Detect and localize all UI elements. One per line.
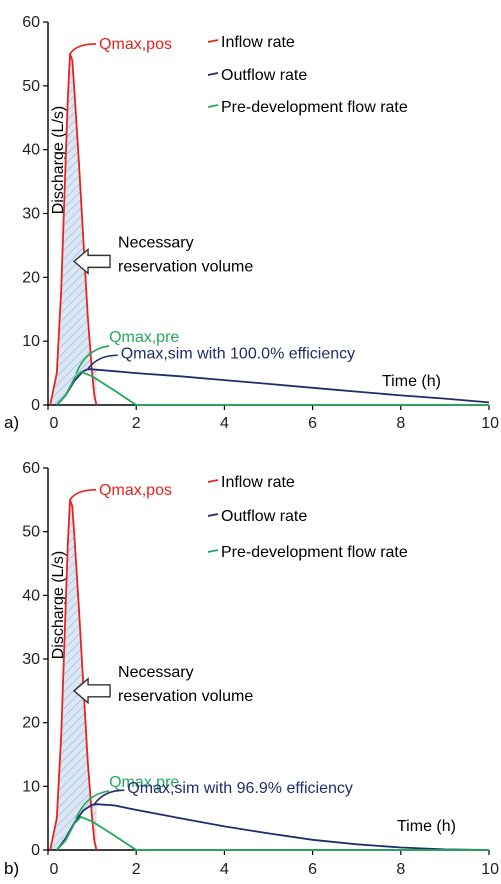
x-tick-label: 2: [132, 861, 141, 878]
reservation-label-line2: reservation volume: [118, 688, 253, 705]
legend-entry-1: Outflow rate: [221, 508, 307, 525]
x-tick-label: 4: [220, 415, 229, 432]
panel-label: a): [4, 413, 19, 432]
qmax-sim-label: Qmax,sim with 96.9% efficiency: [127, 780, 353, 797]
y-tick-label: 30: [22, 651, 40, 668]
y-axis-label: Discharge (L/s): [50, 551, 67, 659]
y-tick-label: 60: [22, 460, 40, 477]
y-tick-label: 10: [22, 333, 40, 350]
qmax-sim-label: Qmax,sim with 100.0% efficiency: [121, 345, 355, 362]
y-tick-label: 40: [22, 587, 40, 604]
legend-swatch-1: [207, 513, 219, 517]
reservation-label-line1: Necessary: [118, 234, 194, 251]
chart-panel-0: 0 10 20 30 40 50 60 0 2 4 6 8 10 a) Discharge (L/s) Tim…: [4, 14, 499, 432]
reservation-arrow-icon: [72, 247, 111, 275]
reservation-label-line1: Necessary: [118, 664, 194, 681]
y-tick-label: 0: [31, 842, 40, 859]
legend-swatch-1: [207, 72, 219, 76]
qmax-pos-leader: [69, 489, 97, 501]
legend-entry-2: Pre-development flow rate: [221, 544, 408, 561]
reservation-arrow-icon: [72, 677, 111, 705]
y-tick-label: 20: [22, 269, 40, 286]
x-tick-label: 0: [50, 415, 59, 432]
series-line-1: [56, 368, 490, 406]
qmax-pre-leader: [75, 790, 110, 820]
legend-swatch-2: [207, 104, 219, 108]
legend-entry-1: Outflow rate: [221, 67, 307, 84]
series-line-0: [49, 498, 98, 851]
chart-panel-1: 0 10 20 30 40 50 60 0 2 4 6 8 10 b) Discharge (L/s) Tim…: [4, 460, 499, 878]
x-tick-label: 2: [132, 415, 141, 432]
legend-swatch-0: [207, 39, 219, 43]
x-tick-label: 0: [50, 861, 59, 878]
reservation-volume-area: [50, 53, 97, 406]
x-tick-label: 10: [481, 861, 499, 878]
reservation-label-line2: reservation volume: [118, 258, 253, 275]
y-tick-label: 30: [22, 206, 40, 223]
qmax-pos-leader: [69, 43, 97, 55]
x-axis-label: Time (h): [382, 373, 441, 390]
legend-entry-0: Inflow rate: [221, 34, 295, 51]
series-line-1: [56, 803, 490, 851]
y-tick-label: 10: [22, 778, 40, 795]
y-tick-label: 50: [22, 524, 40, 541]
legend-swatch-0: [207, 479, 219, 483]
x-tick-label: 6: [308, 415, 317, 432]
legend-entry-2: Pre-development flow rate: [221, 99, 408, 116]
y-tick-label: 40: [22, 142, 40, 159]
y-tick-label: 20: [22, 715, 40, 732]
legend-entry-0: Inflow rate: [221, 474, 295, 491]
x-tick-label: 6: [308, 861, 317, 878]
panel-label: b): [4, 859, 19, 878]
qmax-sim-leader: [87, 354, 118, 370]
reservation-volume-area: [50, 499, 97, 850]
qmax-pre-label: Qmax,pre: [109, 774, 179, 791]
y-axis-label: Discharge (L/s): [50, 106, 67, 214]
x-tick-label: 8: [396, 415, 405, 432]
series-line-2: [56, 816, 489, 851]
y-tick-label: 60: [22, 14, 40, 31]
x-tick-label: 4: [220, 861, 229, 878]
qmax-pos-label: Qmax,pos: [99, 36, 172, 53]
y-tick-label: 0: [31, 397, 40, 414]
x-tick-label: 10: [481, 415, 499, 432]
series-line-0: [49, 53, 98, 406]
qmax-pre-leader: [75, 345, 110, 375]
y-tick-label: 50: [22, 78, 40, 95]
legend-swatch-2: [207, 549, 219, 553]
qmax-pre-label: Qmax,pre: [109, 329, 179, 346]
qmax-sim-leader: [93, 789, 125, 805]
series-line-2: [56, 370, 489, 406]
qmax-pos-label: Qmax,pos: [99, 482, 172, 499]
x-tick-label: 8: [396, 861, 405, 878]
x-axis-label: Time (h): [397, 818, 456, 835]
